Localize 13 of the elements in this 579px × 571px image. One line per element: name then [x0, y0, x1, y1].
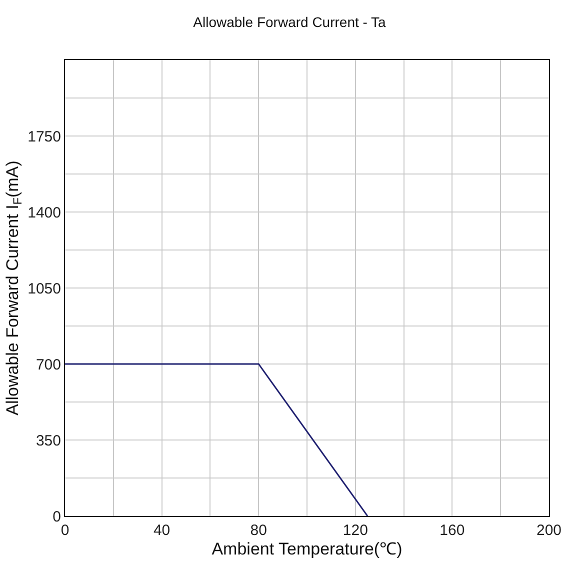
- y-tick-label: 0: [52, 508, 61, 526]
- y-tick-label: 1400: [28, 204, 61, 222]
- x-tick-label: 80: [250, 522, 267, 539]
- y-tick-label: 1050: [28, 280, 61, 298]
- y-tick-label: 350: [36, 432, 61, 450]
- x-tick-label: 160: [440, 522, 465, 539]
- x-axis-title: Ambient Temperature(℃): [212, 539, 402, 558]
- x-tick-label: 40: [153, 522, 170, 539]
- chart-title: Allowable Forward Current - Ta: [193, 14, 386, 30]
- x-tick-label: 120: [342, 522, 368, 539]
- y-tick-label: 700: [36, 356, 61, 374]
- x-tick-label: 200: [536, 522, 562, 539]
- y-tick-label: 1750: [28, 128, 61, 146]
